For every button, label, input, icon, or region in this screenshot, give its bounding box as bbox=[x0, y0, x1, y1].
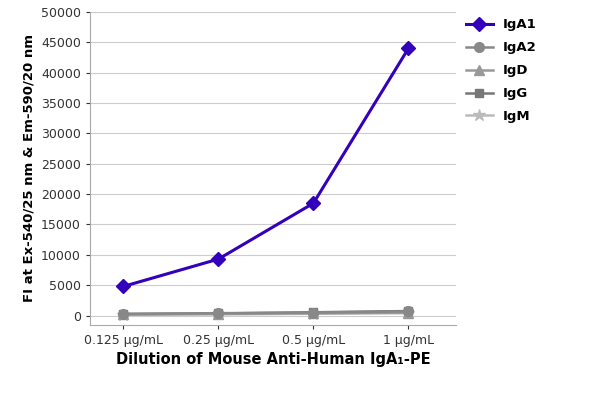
IgA2 bbox=[215, 311, 222, 316]
IgM bbox=[405, 311, 412, 316]
IgA2 bbox=[310, 310, 317, 315]
IgM bbox=[215, 312, 222, 317]
IgD bbox=[119, 312, 127, 317]
IgG bbox=[310, 310, 317, 315]
Line: IgG: IgG bbox=[119, 307, 413, 318]
Line: IgA2: IgA2 bbox=[118, 307, 413, 319]
IgG bbox=[215, 311, 222, 316]
IgG bbox=[405, 308, 412, 313]
Line: IgD: IgD bbox=[118, 308, 413, 319]
IgD bbox=[405, 310, 412, 315]
IgG bbox=[119, 312, 127, 316]
IgA1 bbox=[405, 46, 412, 51]
IgM bbox=[119, 312, 127, 317]
Line: IgM: IgM bbox=[117, 307, 415, 321]
IgM bbox=[310, 311, 317, 316]
IgD bbox=[310, 311, 317, 316]
Line: IgA1: IgA1 bbox=[118, 44, 413, 291]
IgA2 bbox=[119, 311, 127, 316]
IgA1 bbox=[310, 201, 317, 206]
IgA2 bbox=[405, 309, 412, 314]
IgA1 bbox=[215, 257, 222, 261]
IgD bbox=[215, 311, 222, 316]
Y-axis label: FI at Ex-540/25 nm & Em-590/20 nm: FI at Ex-540/25 nm & Em-590/20 nm bbox=[22, 34, 35, 302]
IgA1 bbox=[119, 284, 127, 289]
X-axis label: Dilution of Mouse Anti-Human IgA₁-PE: Dilution of Mouse Anti-Human IgA₁-PE bbox=[116, 352, 430, 367]
Legend: IgA1, IgA2, IgD, IgG, IgM: IgA1, IgA2, IgD, IgG, IgM bbox=[466, 19, 537, 123]
